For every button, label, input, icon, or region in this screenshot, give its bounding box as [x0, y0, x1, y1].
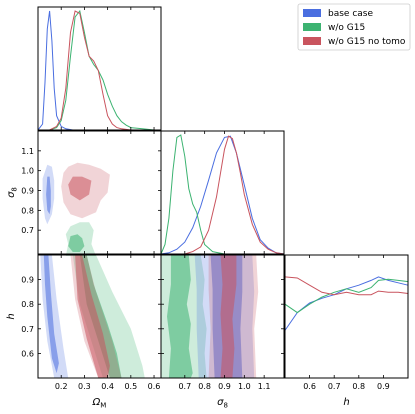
xlabel-Om: ΩM: [92, 397, 107, 410]
ylabel-h: h: [6, 313, 17, 319]
panel-Om-s8: [42, 162, 110, 256]
xtick-label-s8-1: 0.8: [198, 382, 211, 391]
xtick-label-h-1: 0.7: [328, 382, 341, 391]
legend-label-wo-g15: w/o G15: [328, 23, 365, 33]
ytick-label-h-0: 0.6: [21, 349, 34, 358]
ytick-label-h-3: 0.9: [21, 276, 34, 285]
axes-layer: 0.7 0.8 0.9 1.0 1.1 0.2 0.3 0.4 0.5 0.6 0.6 0.7 0.8 0…: [6, 6, 409, 410]
ytick-label-s8-3: 1.0: [21, 167, 34, 176]
contour-w-o-g15-no-tomo-68: [68, 176, 92, 201]
xtick-label-Om-3: 0.5: [124, 382, 137, 391]
panel-marginal-s8: [160, 134, 285, 255]
ytick-label-h-1: 0.7: [21, 325, 34, 334]
marginal-curve-layer: [37, 9, 409, 331]
contour-base-case-68: [43, 255, 59, 374]
axes-frame-1-1: [160, 130, 285, 255]
marginal-s8-w-o-g15: [160, 134, 235, 255]
axes-frame-2-1: [160, 254, 285, 379]
ytick-label-s8-0: 0.7: [21, 226, 34, 235]
ytick-label-s8-4: 1.1: [21, 147, 34, 156]
contour-w-o-g15-no-tomo-68: [75, 255, 110, 378]
xtick-label-s8-2: 0.9: [218, 382, 231, 391]
panel-s8-h: [161, 255, 259, 378]
xtick-label-Om-2: 0.4: [101, 382, 114, 391]
contour-layer: [40, 162, 259, 378]
marginal-Om-w-o-g15-no-tomo: [49, 10, 131, 131]
xtick-label-h-0: 0.6: [303, 382, 316, 391]
marginal-h-w-o-g15: [284, 278, 409, 314]
ylabel-s8: σ8: [6, 187, 19, 198]
panel-marginal-h: [284, 276, 409, 331]
xtick-label-s8-0: 0.7: [178, 382, 191, 391]
contour-w-o-g15-68: [79, 255, 122, 378]
xtick-label-h-3: 0.9: [377, 382, 390, 391]
panel-marginal-Om: [37, 9, 155, 131]
legend-swatch-base-case: [303, 9, 321, 17]
xtick-label-Om-4: 0.6: [148, 382, 161, 391]
contour-w-o-g15-no-tomo-95: [208, 255, 259, 378]
ytick-label-s8-1: 0.8: [21, 206, 34, 215]
legend-label-wo-g15-no-tomo: w/o G15 no tomo: [328, 37, 406, 47]
panel-Om-h: [40, 255, 145, 378]
marginal-s8-w-o-g15-no-tomo: [184, 135, 285, 255]
marginal-Om-w-o-g15: [49, 9, 155, 131]
legend-swatch-wo-g15-no-tomo: [303, 37, 321, 45]
axes-frame-0-0: [37, 6, 162, 131]
xtick-label-s8-3: 1.0: [238, 382, 251, 391]
ytick-label-s8-2: 0.9: [21, 187, 34, 196]
legend: base case w/o G15 w/o G15 no tomo: [297, 3, 411, 51]
xtick-label-Om-0: 0.2: [55, 382, 68, 391]
xtick-label-h-2: 0.8: [352, 382, 365, 391]
xlabel-h: h: [343, 397, 349, 408]
axes-frame-2-2: [284, 254, 409, 379]
contour-w-o-g15-68: [68, 234, 85, 252]
legend-label-base-case: base case: [328, 9, 373, 19]
contour-base-case-68: [46, 176, 51, 215]
legend-frame: [297, 3, 411, 51]
xtick-label-Om-1: 0.3: [78, 382, 91, 391]
contour-w-o-g15-68: [167, 255, 193, 378]
contour-w-o-g15-no-tomo-68: [220, 255, 237, 378]
ytick-label-h-2: 0.8: [21, 300, 34, 309]
xtick-label-s8-4: 1.1: [258, 382, 271, 391]
legend-swatch-wo-g15: [303, 23, 321, 31]
marginal-h-w-o-g15-no-tomo: [284, 276, 409, 296]
marginal-h-base-case: [284, 276, 409, 331]
marginal-s8-base-case: [160, 135, 285, 255]
marginal-Om-base-case: [37, 10, 73, 131]
xlabel-s8: σ8: [217, 397, 228, 410]
